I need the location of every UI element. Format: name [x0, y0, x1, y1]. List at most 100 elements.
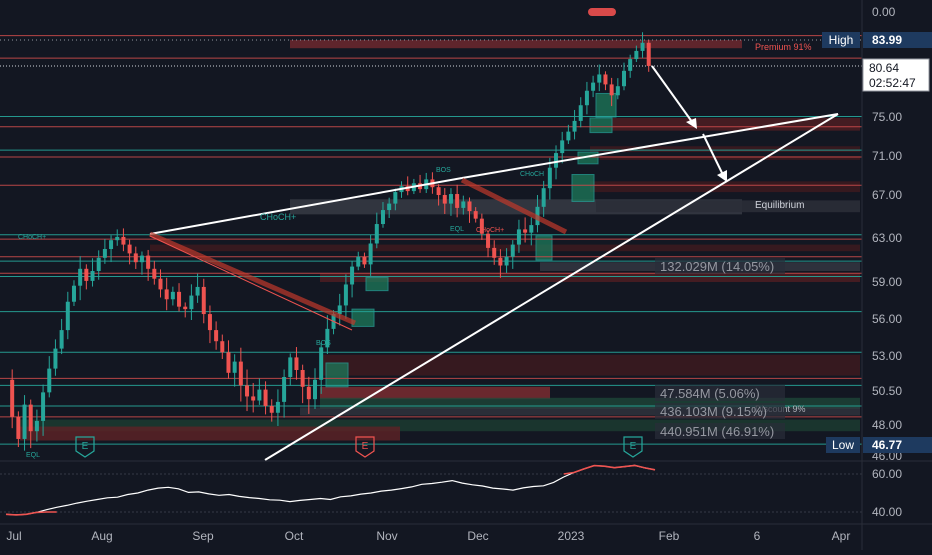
- candle-body: [442, 195, 447, 204]
- candle-body: [59, 330, 64, 349]
- candle-body: [516, 229, 521, 245]
- bos-label: BOS: [436, 167, 451, 174]
- candle-body: [306, 386, 311, 400]
- price-tick-label: 56.00: [872, 312, 902, 326]
- upper-trendline-left: [149, 177, 463, 235]
- candle-body: [504, 256, 509, 266]
- price-zone: [300, 407, 860, 416]
- time-tick-label: Feb: [659, 529, 680, 543]
- candle-body: [523, 229, 528, 233]
- descending-channel-2: [460, 177, 568, 235]
- candle-body: [78, 268, 83, 286]
- candle-body: [102, 249, 107, 258]
- candle-body: [232, 361, 237, 373]
- time-tick-label: Nov: [376, 529, 397, 543]
- candle-body: [448, 194, 453, 204]
- order-block: [325, 362, 349, 388]
- candle-body: [71, 285, 76, 302]
- low-label-bg: [826, 437, 860, 453]
- time-tick-label: Aug: [91, 529, 112, 543]
- order-block: [351, 308, 375, 327]
- order-block: [589, 117, 613, 134]
- candle-body: [486, 233, 491, 248]
- candle-body: [455, 194, 460, 208]
- time-tick-label: 6: [754, 529, 761, 543]
- candle-body: [436, 187, 441, 195]
- candle-body: [170, 291, 175, 300]
- time-tick-label: Sep: [192, 529, 214, 543]
- candle-body: [28, 404, 33, 432]
- candle-body: [393, 192, 398, 204]
- arrow-2-head: [717, 170, 727, 182]
- volume-profile-label: 132.029M (14.05%): [660, 259, 774, 274]
- volume-profile-bg: [655, 258, 785, 274]
- candle-body: [214, 330, 219, 342]
- candle-body: [529, 225, 534, 233]
- choch-label: CHoCH+: [18, 234, 46, 241]
- candle-body: [473, 211, 478, 219]
- candle-body: [41, 392, 46, 421]
- annotations-layer: Premium 91%EquilibriumDiscount 9%CHoCH+C…: [18, 42, 812, 459]
- current-price-value: 80.64: [869, 61, 899, 75]
- candle-body: [65, 301, 70, 331]
- price-tick-label: 71.00: [872, 149, 902, 163]
- e-marker: [355, 436, 375, 458]
- price-zone: [20, 419, 860, 432]
- arrow-1: [651, 65, 696, 127]
- zones-layer: [20, 40, 860, 441]
- candle-body: [269, 405, 274, 413]
- candle-body: [53, 348, 58, 369]
- volume-profile-label: 436.103M (9.15%): [660, 404, 767, 419]
- candle-body: [603, 74, 608, 85]
- top-indicator-badge[interactable]: [588, 8, 616, 16]
- candle-body: [294, 357, 299, 370]
- choch-label: CHoCH: [520, 171, 544, 178]
- low-value-bg: [863, 437, 932, 453]
- candle-body: [47, 368, 52, 393]
- candle-body: [609, 84, 614, 96]
- current-price-bg: [862, 58, 930, 92]
- choch-label: CHoCH+: [260, 212, 296, 222]
- volume-profile-label: 47.584M (5.06%): [660, 386, 760, 401]
- drawings-layer: [149, 65, 839, 461]
- candle-body: [362, 256, 367, 265]
- candle-body: [139, 255, 144, 263]
- e-marker-letter: E: [82, 441, 89, 452]
- candle-body: [263, 389, 268, 406]
- candle-body: [510, 244, 515, 257]
- premium-label: Premium 91%: [755, 42, 812, 52]
- candle-body: [591, 82, 596, 91]
- price-tick-label: 63.00: [872, 231, 902, 245]
- high-label-bg: [822, 32, 860, 48]
- candle-body: [461, 201, 466, 208]
- candle-body: [257, 389, 262, 401]
- candle-body: [319, 347, 324, 380]
- candle-body: [640, 42, 645, 51]
- candle-body: [84, 268, 89, 281]
- eql-label: EQL: [26, 452, 40, 459]
- high-value-bg: [863, 32, 932, 48]
- candle-body: [337, 305, 342, 315]
- arrow-2: [702, 133, 726, 180]
- price-zone: [320, 386, 550, 400]
- candle-body: [22, 404, 27, 439]
- candle-body: [158, 278, 163, 290]
- candle-body: [356, 256, 361, 267]
- candle-body: [492, 247, 497, 258]
- low-label: Low: [832, 438, 854, 452]
- candle-body: [133, 253, 138, 263]
- choch-label: CHoCH+: [476, 227, 504, 234]
- price-tick-label: 48.00: [872, 418, 902, 432]
- order-block: [365, 277, 389, 292]
- candle-body: [183, 306, 188, 310]
- oscillator-overbought: [563, 464, 656, 475]
- candle-body: [127, 244, 132, 254]
- volume-profile-bg: [655, 385, 785, 401]
- candle-body: [16, 416, 21, 439]
- candle-body: [560, 140, 565, 154]
- osc-tick-label: 40.00: [872, 505, 902, 519]
- lower-trendline: [264, 113, 839, 461]
